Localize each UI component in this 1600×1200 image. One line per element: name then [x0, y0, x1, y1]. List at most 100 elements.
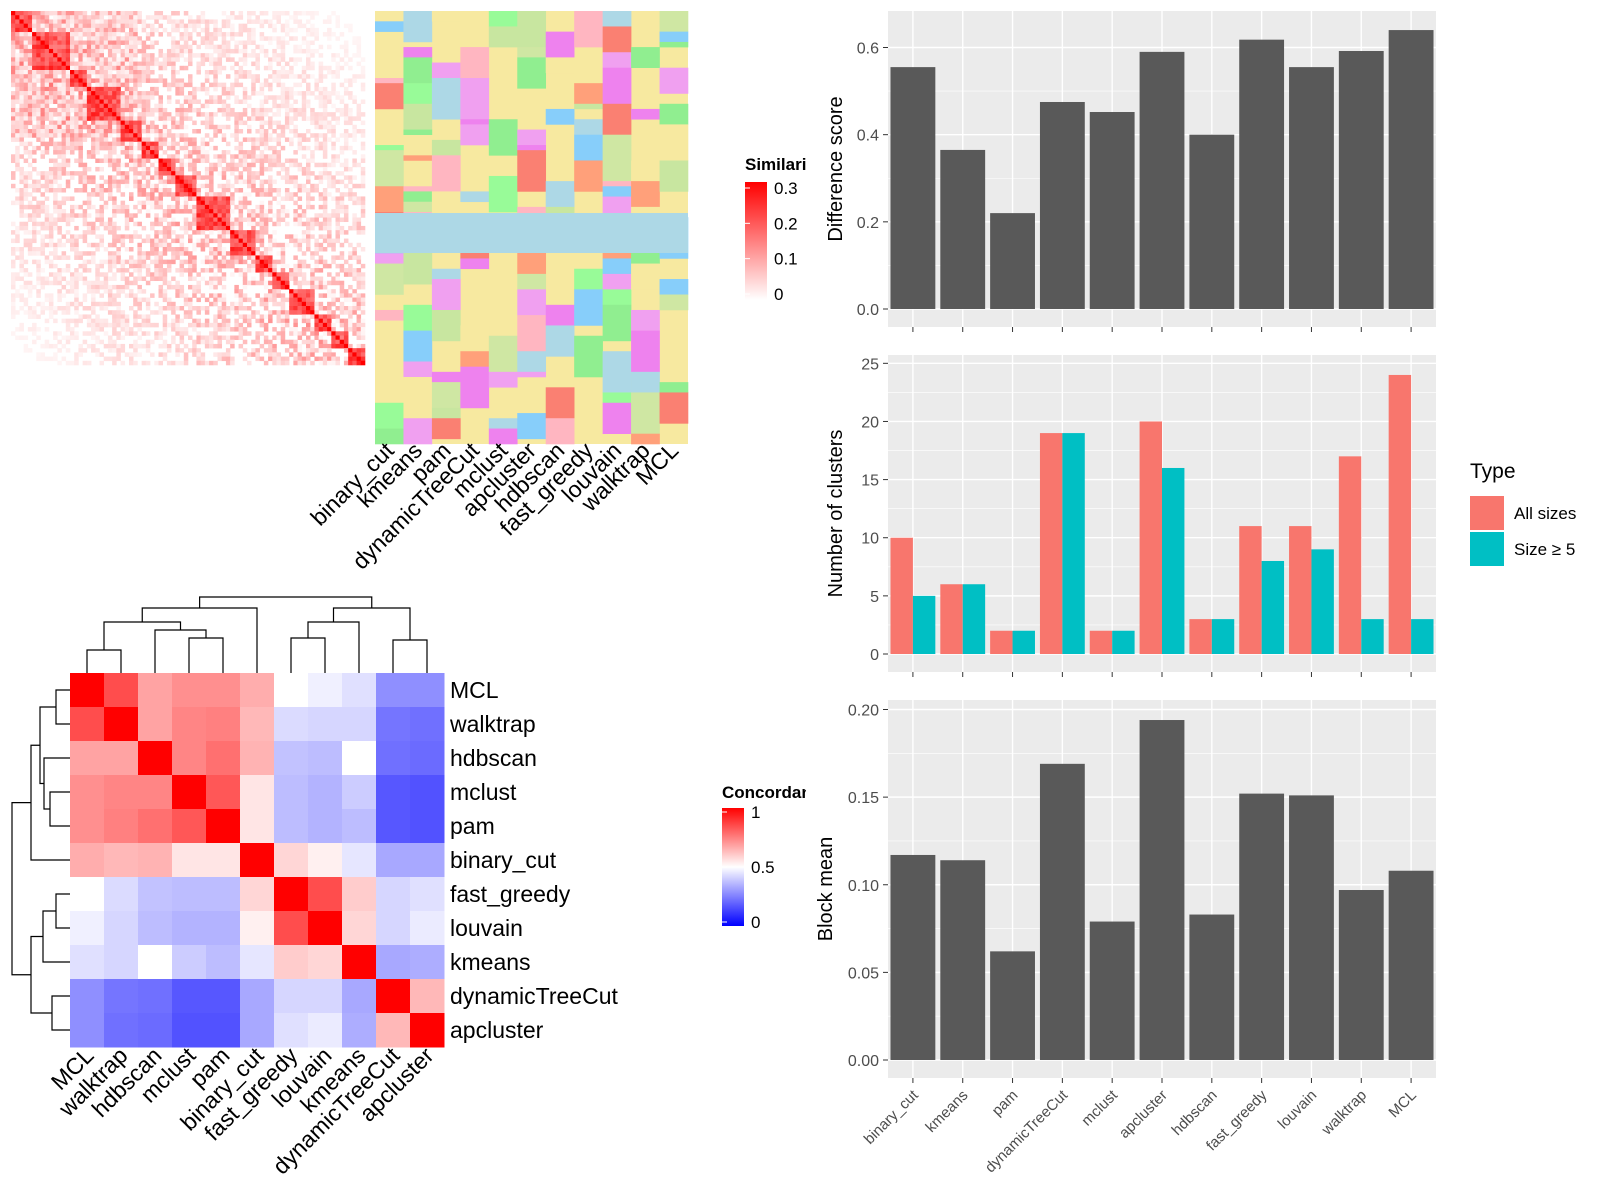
- similarity-cell: [116, 11, 121, 16]
- similarity-cell: [86, 331, 92, 336]
- similarity-cell: [133, 99, 138, 105]
- similarity-cell: [352, 36, 357, 41]
- similarity-cell: [327, 91, 332, 96]
- similarity-cell: [74, 280, 79, 286]
- similarity-cell: [251, 179, 256, 185]
- similarity-cell: [213, 192, 218, 197]
- similarity-cell: [297, 310, 303, 315]
- similarity-cell: [53, 175, 58, 180]
- similarity-cell: [120, 242, 126, 248]
- similarity-cell: [78, 133, 83, 138]
- similarity-cell: [27, 348, 33, 353]
- similarity-cell: [166, 297, 172, 303]
- top-dendrogram-link: [154, 629, 207, 673]
- similarity-cell: [204, 255, 210, 260]
- similarity-cell: [238, 179, 244, 185]
- similarity-cell: [74, 301, 79, 307]
- similarity-cell: [268, 107, 273, 113]
- similarity-cell: [297, 221, 303, 227]
- similarity-cell: [162, 162, 168, 168]
- similarity-cell: [331, 158, 336, 164]
- similarity-cell: [238, 99, 244, 105]
- similarity-cell: [306, 27, 311, 33]
- similarity-cell: [339, 145, 345, 151]
- similarity-cell: [150, 70, 155, 75]
- concordance-cell: [138, 979, 173, 1014]
- similarity-cell: [36, 280, 41, 286]
- similarity-cell: [103, 154, 109, 159]
- similarity-cell: [137, 48, 142, 54]
- similarity-cell: [74, 36, 79, 41]
- similarity-cell: [204, 103, 210, 109]
- similarity-cell: [318, 339, 324, 345]
- similarity-cell: [141, 322, 147, 328]
- similarity-cell: [166, 213, 172, 218]
- similarity-cell: [61, 306, 67, 311]
- similarity-cell: [11, 74, 16, 79]
- concordance-legend-bar: [722, 808, 744, 926]
- similarity-cell: [268, 124, 273, 130]
- similarity-cell: [78, 116, 83, 121]
- similarity-cell: [32, 86, 37, 92]
- similarity-cell: [166, 175, 172, 180]
- similarity-cell: [162, 327, 168, 332]
- similarity-cell: [23, 36, 29, 41]
- concordance-legend-tick: 0: [751, 913, 760, 932]
- similarity-cell: [183, 95, 189, 100]
- y-tick-label: 0.6: [857, 41, 879, 58]
- similarity-cell: [107, 268, 113, 273]
- similarity-cell: [166, 162, 172, 168]
- similarity-cell: [107, 129, 113, 134]
- similarity-cell: [221, 209, 227, 214]
- bar: [1388, 30, 1434, 309]
- similarity-cell: [23, 221, 29, 227]
- similarity-cell: [255, 234, 260, 239]
- similarity-cell: [221, 91, 227, 96]
- similarity-cell: [213, 238, 218, 244]
- similarity-cell: [99, 44, 105, 50]
- similarity-cell: [116, 57, 121, 62]
- similarity-cell: [289, 95, 294, 100]
- similarity-cell: [78, 95, 83, 100]
- similarity-cell: [103, 133, 109, 138]
- similarity-cell: [204, 225, 210, 231]
- annotation-cell: [460, 119, 490, 125]
- concordance-cell: [274, 741, 309, 776]
- similarity-cell: [44, 61, 50, 67]
- similarity-cell: [48, 53, 54, 58]
- similarity-cell: [145, 255, 151, 260]
- similarity-cell: [40, 112, 46, 117]
- similarity-cell: [280, 284, 286, 290]
- similarity-cell: [19, 40, 24, 46]
- similarity-cell: [348, 112, 353, 117]
- annotation-cell: [517, 315, 547, 352]
- similarity-cell: [284, 99, 290, 105]
- similarity-cell: [124, 179, 130, 185]
- similarity-cell: [268, 310, 273, 315]
- similarity-cell: [247, 213, 252, 218]
- bar-size-ge-5: [1162, 467, 1185, 654]
- similarity-cell: [23, 268, 29, 273]
- annotation-cell: [631, 263, 660, 290]
- similarity-cell: [234, 289, 239, 294]
- similarity-cell: [348, 272, 353, 277]
- similarity-cell: [297, 145, 303, 151]
- similarity-cell: [192, 162, 197, 168]
- similarity-cell: [23, 150, 29, 155]
- similarity-cell: [188, 103, 193, 109]
- similarity-cell: [91, 86, 96, 92]
- similarity-cell: [112, 284, 117, 290]
- similarity-cell: [23, 57, 29, 62]
- similarity-cell: [335, 15, 341, 20]
- similarity-cell: [192, 86, 197, 92]
- similarity-cell: [44, 183, 50, 189]
- similarity-cell: [91, 116, 96, 121]
- similarity-cell: [15, 112, 20, 117]
- similarity-cell: [70, 48, 75, 54]
- similarity-cell: [259, 150, 265, 155]
- similarity-cell: [86, 27, 92, 33]
- similarity-cell: [99, 272, 105, 277]
- similarity-cell: [255, 331, 260, 336]
- similarity-cell: [209, 209, 214, 214]
- similarity-cell: [217, 196, 223, 201]
